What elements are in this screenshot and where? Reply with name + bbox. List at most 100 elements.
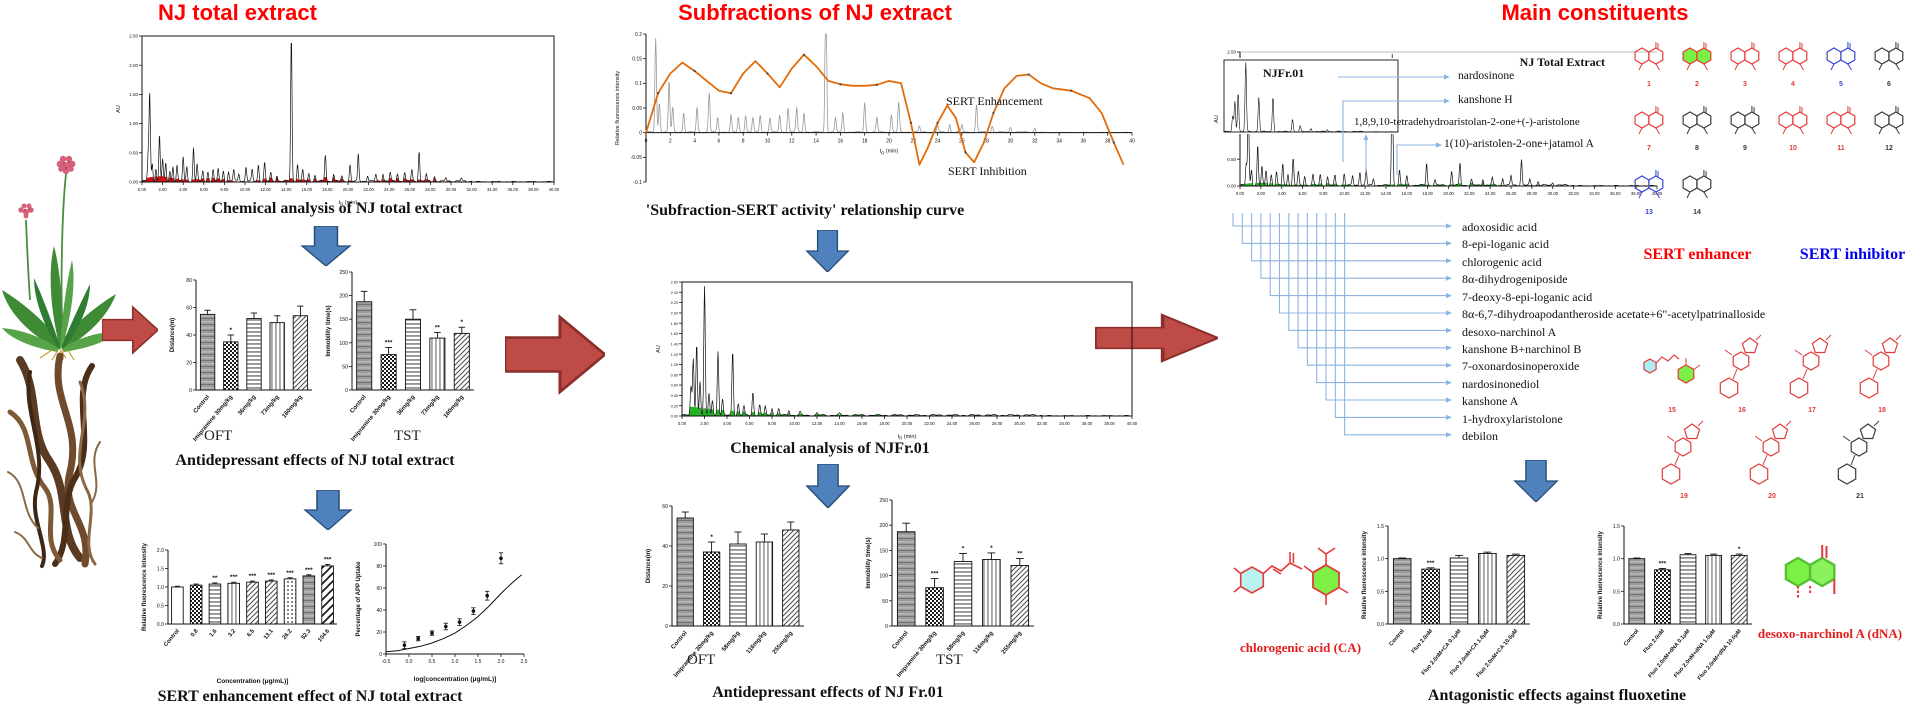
svg-text:*: *: [710, 534, 713, 541]
svg-text:Relative fluorescence intensit: Relative fluorescence intensity: [1598, 530, 1604, 619]
svg-text:***: ***: [1659, 560, 1667, 567]
svg-text:34.00: 34.00: [1589, 191, 1600, 196]
svg-text:0.00: 0.00: [129, 180, 138, 185]
svg-text:0.0: 0.0: [1613, 622, 1620, 628]
svg-text:AU: AU: [656, 345, 662, 353]
svg-text:60: 60: [186, 306, 192, 312]
svg-text:80: 80: [376, 564, 382, 570]
svg-text:0: 0: [189, 388, 192, 394]
svg-text:36.00: 36.00: [1610, 191, 1621, 196]
sert-inhibitor-label: SERT inhibitor: [1799, 246, 1906, 263]
structure-8: 8: [1682, 106, 1712, 152]
flow-arrow-plant-to-effects: [101, 304, 160, 356]
chlorogenic-acid-label: chlorogenic acid (CA): [1239, 640, 1362, 655]
svg-text:18: 18: [862, 139, 868, 145]
nj-total-extract-chromatogram: 0.00 0.50 1.00 1.50 2.00 2.50 0.00 2.00 4.00 6.00…: [112, 30, 562, 208]
svg-text:Fluo 2.0nM: Fluo 2.0nM: [1643, 628, 1667, 654]
structure-21: 21: [1837, 420, 1880, 500]
svg-text:5: 5: [1839, 81, 1843, 88]
svg-text:tR (min): tR (min): [339, 200, 358, 207]
caption-sert-enhancement: SERT enhancement effect of NJ total extr…: [157, 688, 463, 705]
svg-text:16: 16: [1738, 407, 1746, 414]
svg-text:1.40: 1.40: [671, 342, 678, 346]
svg-text:26.00: 26.00: [969, 421, 980, 426]
svg-text:30.00: 30.00: [1014, 421, 1025, 426]
svg-text:150: 150: [879, 548, 888, 554]
svg-text:1.00: 1.00: [129, 121, 138, 126]
svg-text:38.00: 38.00: [528, 187, 539, 192]
svg-text:***: ***: [385, 340, 393, 347]
svg-text:6: 6: [1887, 81, 1891, 88]
svg-text:116mg/kg: 116mg/kg: [973, 630, 995, 655]
flow-arrow-down-curve: [805, 229, 850, 273]
svg-text:0.80: 0.80: [671, 373, 678, 377]
structure-2: 2: [1682, 42, 1712, 88]
structure-17: 17: [1789, 334, 1832, 414]
svg-text:32.00: 32.00: [1568, 191, 1579, 196]
structure-18: 18: [1859, 334, 1902, 414]
compound-item: 7-oxonardosinoperoxide: [1462, 359, 1580, 373]
svg-text:80: 80: [186, 278, 192, 284]
svg-text:26.00: 26.00: [405, 187, 416, 192]
svg-text:13.1: 13.1: [263, 628, 275, 641]
svg-text:4: 4: [693, 139, 696, 145]
svg-text:11: 11: [1837, 145, 1845, 152]
svg-text:40: 40: [376, 608, 382, 614]
nj-total-extract-label: NJ Total Extract: [1519, 55, 1605, 69]
svg-text:**: **: [435, 324, 441, 331]
svg-text:2.00: 2.00: [671, 312, 678, 316]
svg-text:21: 21: [1856, 493, 1864, 500]
caption-antidep-total: Antidepressant effects of NJ total extra…: [175, 452, 455, 469]
svg-text:255mg/kg: 255mg/kg: [1001, 630, 1024, 655]
svg-text:0.00: 0.00: [138, 187, 147, 192]
svg-text:0.50: 0.50: [129, 150, 138, 155]
svg-text:14.00: 14.00: [1381, 191, 1392, 196]
flow-arrow-down-chem-total: [300, 225, 352, 267]
svg-text:0.0: 0.0: [406, 659, 413, 665]
svg-text:20: 20: [662, 584, 668, 590]
oft-label-total: OFT: [204, 428, 233, 444]
svg-text:10.00: 10.00: [789, 421, 800, 426]
svg-text:Percentage of APP Uptake: Percentage of APP Uptake: [356, 561, 362, 637]
compound-item: 7-deoxy-8-epi-loganic acid: [1462, 290, 1593, 304]
peak-annotation-kanshone-h: kanshone H: [1458, 94, 1513, 106]
svg-text:40: 40: [662, 544, 668, 550]
svg-text:0.5: 0.5: [1613, 589, 1620, 595]
compound-item: 8α-6,7-dihydroapodantheroside acetate+6"…: [1462, 307, 1766, 321]
svg-text:10.00: 10.00: [240, 187, 251, 192]
svg-text:24.00: 24.00: [384, 187, 395, 192]
svg-text:0.5: 0.5: [157, 604, 164, 610]
oft-label-fr01: OFT: [687, 652, 716, 668]
caption-chem-analysis-total: Chemical analysis of NJ total extract: [211, 200, 463, 217]
svg-text:26.00: 26.00: [1506, 191, 1517, 196]
plant-image: [2, 155, 116, 361]
dried-roots-photo: [0, 352, 115, 570]
svg-text:0.15: 0.15: [632, 56, 642, 62]
svg-text:*: *: [990, 545, 993, 552]
svg-text:0.60: 0.60: [671, 384, 678, 388]
svg-text:36mg/kg: 36mg/kg: [396, 394, 416, 417]
caption-antagonistic-effects: Antagonistic effects against fluoxetine: [1427, 687, 1687, 704]
svg-text:58mg/kg: 58mg/kg: [721, 630, 741, 653]
svg-text:22.00: 22.00: [924, 421, 935, 426]
svg-text:Immobility time(s): Immobility time(s): [866, 537, 872, 588]
svg-text:0: 0: [345, 388, 348, 394]
svg-text:52.3: 52.3: [301, 628, 313, 641]
peak-annotation-nardosinone: nardosinone: [1458, 70, 1515, 82]
svg-text:12.00: 12.00: [812, 421, 823, 426]
svg-text:8.00: 8.00: [1319, 191, 1328, 196]
compound-item: 1-hydroxylaristolone: [1462, 412, 1563, 426]
peak-annotation-jatamol: 1(10)-aristolen-2-one+jatamol A: [1444, 138, 1594, 150]
svg-text:26.2: 26.2: [282, 628, 294, 641]
svg-text:18.00: 18.00: [322, 187, 333, 192]
svg-text:***: ***: [324, 556, 332, 563]
svg-text:Distance(m): Distance(m): [646, 549, 652, 583]
svg-text:2: 2: [669, 139, 672, 145]
svg-text:22.00: 22.00: [363, 187, 374, 192]
plant-leaves: [2, 246, 116, 352]
svg-text:50: 50: [342, 364, 348, 370]
svg-text:36.00: 36.00: [508, 187, 519, 192]
desoxo-narchinol-structure: [1768, 520, 1873, 622]
svg-text:AU: AU: [1214, 115, 1220, 123]
